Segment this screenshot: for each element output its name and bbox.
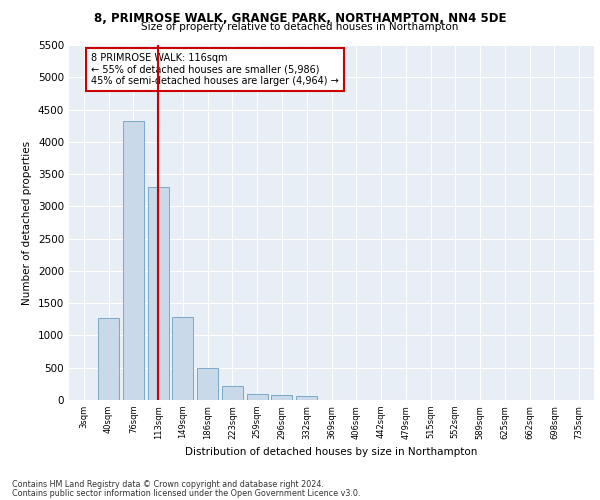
Bar	[148, 187, 169, 400]
Bar	[247, 394, 268, 400]
Y-axis label: Number of detached properties: Number of detached properties	[22, 140, 32, 304]
Bar	[271, 396, 292, 400]
Bar	[222, 386, 243, 400]
Text: Contains HM Land Registry data © Crown copyright and database right 2024.: Contains HM Land Registry data © Crown c…	[12, 480, 324, 489]
Text: Contains public sector information licensed under the Open Government Licence v3: Contains public sector information licen…	[12, 488, 361, 498]
Bar	[98, 318, 119, 400]
Bar	[296, 396, 317, 400]
Text: 8 PRIMROSE WALK: 116sqm
← 55% of detached houses are smaller (5,986)
45% of semi: 8 PRIMROSE WALK: 116sqm ← 55% of detache…	[91, 52, 339, 86]
Text: 8, PRIMROSE WALK, GRANGE PARK, NORTHAMPTON, NN4 5DE: 8, PRIMROSE WALK, GRANGE PARK, NORTHAMPT…	[94, 12, 506, 26]
Bar	[197, 368, 218, 400]
Bar	[172, 318, 193, 400]
Bar	[123, 120, 144, 400]
Text: Size of property relative to detached houses in Northampton: Size of property relative to detached ho…	[142, 22, 458, 32]
X-axis label: Distribution of detached houses by size in Northampton: Distribution of detached houses by size …	[185, 447, 478, 457]
